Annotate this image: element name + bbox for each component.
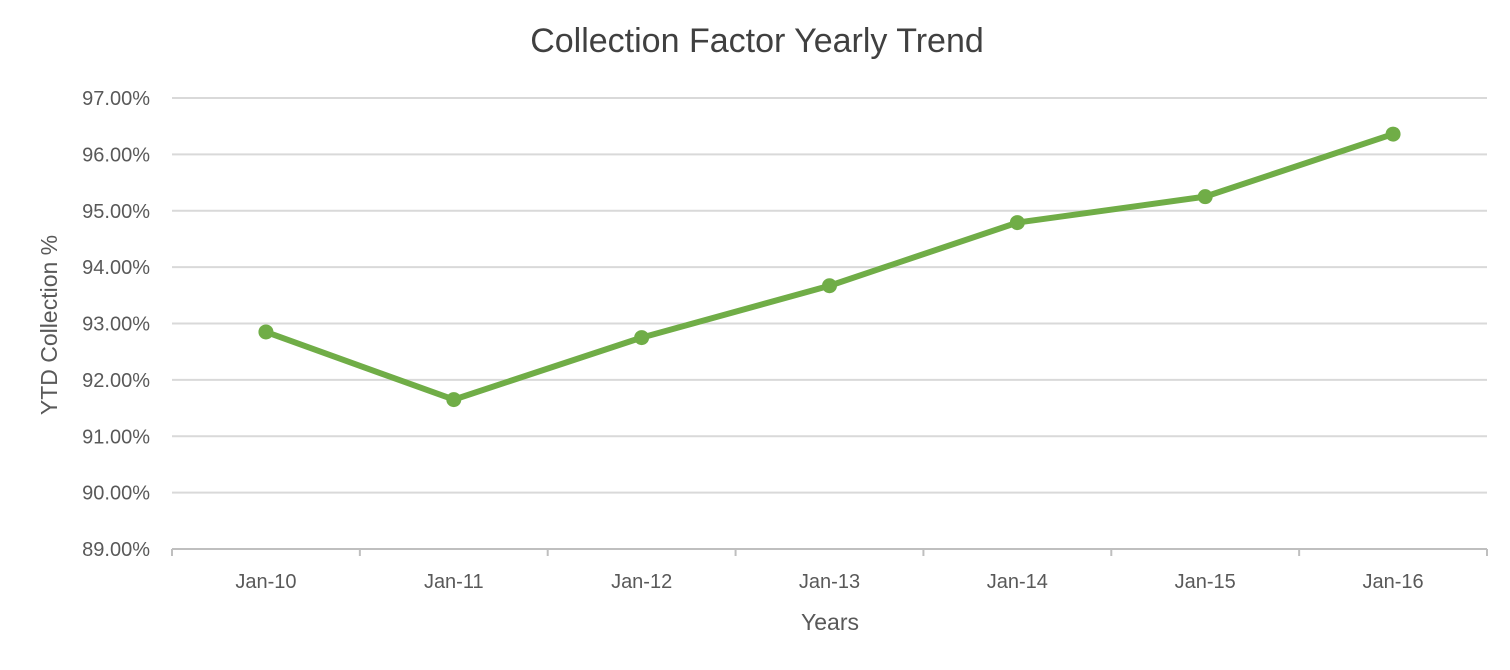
gridlines xyxy=(172,97,1487,494)
y-tick-label: 93.00% xyxy=(82,314,150,336)
x-tick-label: Jan-13 xyxy=(799,571,860,593)
y-tick-label: 97.00% xyxy=(82,88,150,110)
x-tick-label: Jan-16 xyxy=(1362,571,1423,593)
data-point xyxy=(258,324,274,340)
x-axis-title: Years xyxy=(801,609,859,635)
y-tick-label: 95.00% xyxy=(82,201,150,223)
x-tick-label: Jan-11 xyxy=(424,571,484,593)
x-tick-label: Jan-12 xyxy=(611,571,672,593)
y-tick-label: 89.00% xyxy=(82,539,150,561)
x-tick-label: Jan-10 xyxy=(235,571,296,593)
y-tick-label: 91.00% xyxy=(82,426,150,448)
y-axis-title: YTD Collection % xyxy=(36,235,62,415)
x-tick-label: Jan-15 xyxy=(1175,571,1236,593)
x-tick-label: Jan-14 xyxy=(987,571,1048,593)
y-tick-label: 92.00% xyxy=(82,370,150,392)
data-point xyxy=(822,278,837,294)
series-layer xyxy=(258,126,1401,408)
y-axis-ticks: 89.00% 90.00% 91.00% 92.00% 93.00% 94.00% 95.0… xyxy=(82,88,150,561)
x-axis: Jan-10 Jan-11 Jan-12 Jan-13 Jan-14 Jan-15 Jan-… xyxy=(171,548,1488,593)
data-point xyxy=(1385,126,1401,142)
y-tick-label: 90.00% xyxy=(82,483,150,505)
data-point xyxy=(446,392,462,408)
chart-title: Collection Factor Yearly Trend xyxy=(530,22,984,60)
data-point xyxy=(634,330,650,346)
data-point xyxy=(1197,189,1213,205)
y-tick-label: 94.00% xyxy=(82,257,150,279)
y-tick-label: 96.00% xyxy=(82,144,150,166)
data-point xyxy=(1009,215,1025,231)
